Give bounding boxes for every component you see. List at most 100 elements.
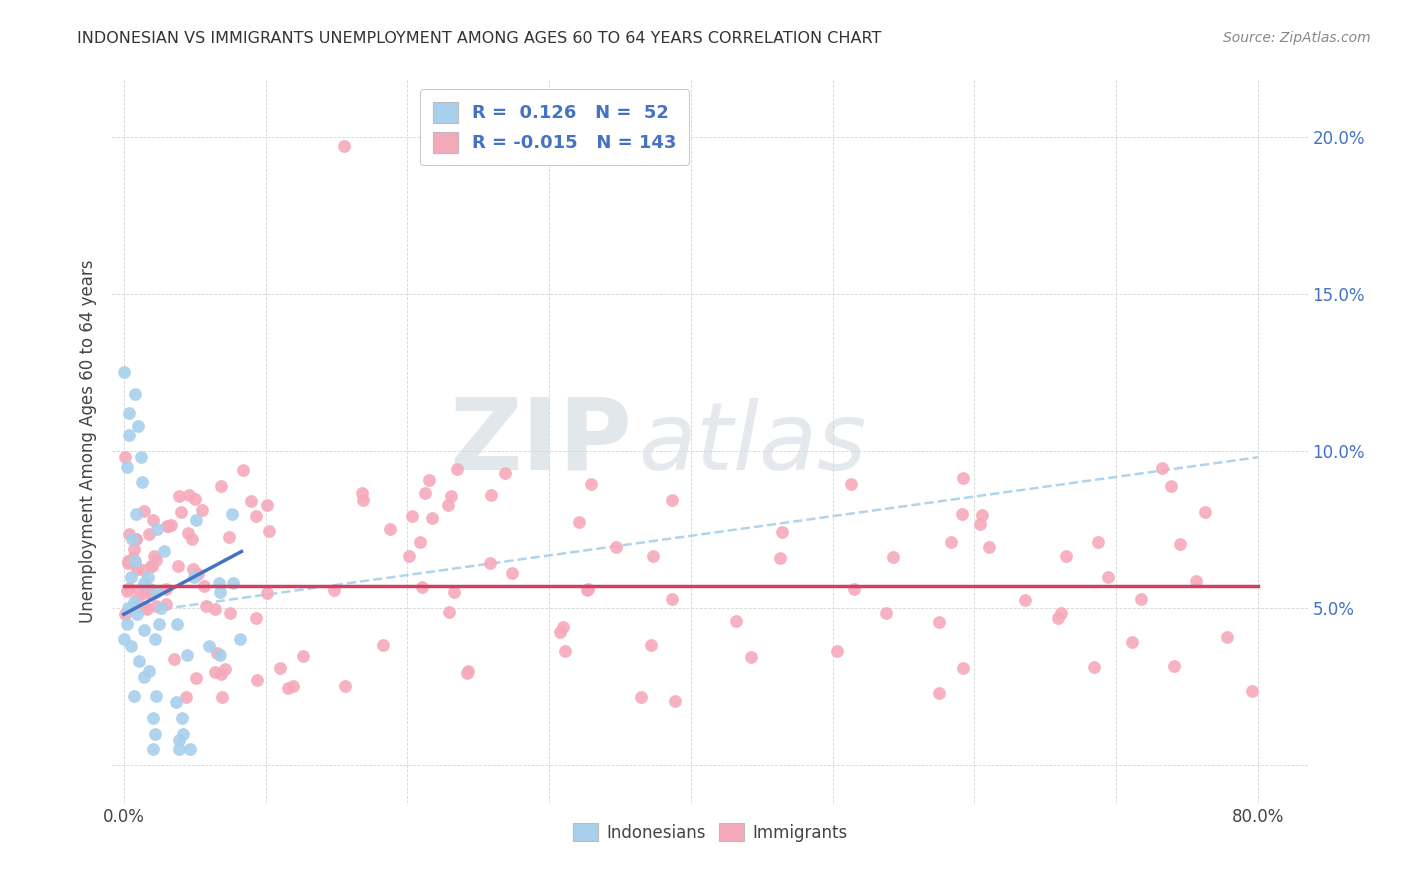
Point — [169, 489, 191, 503]
Point — [166, 616, 188, 631]
Text: Source: ZipAtlas.com: Source: ZipAtlas.com — [1223, 31, 1371, 45]
Point — [179, 488, 201, 502]
Point — [209, 667, 232, 681]
Point — [134, 504, 156, 518]
Point — [554, 644, 576, 658]
Point — [120, 639, 142, 653]
Point — [245, 611, 267, 625]
Point — [218, 606, 240, 620]
Point — [204, 602, 226, 616]
Point — [928, 615, 950, 629]
Point — [184, 513, 207, 527]
Point — [124, 554, 146, 568]
Point — [769, 551, 792, 566]
Point — [373, 639, 395, 653]
Point — [117, 554, 139, 568]
Point — [172, 711, 194, 725]
Point — [664, 694, 686, 708]
Point — [770, 525, 793, 540]
Point — [181, 561, 204, 575]
Point — [129, 450, 152, 465]
Point — [141, 587, 163, 601]
Point — [145, 523, 167, 537]
Point — [184, 671, 207, 685]
Point — [950, 507, 973, 521]
Point — [139, 582, 162, 597]
Point — [246, 673, 269, 688]
Point — [208, 575, 231, 590]
Point — [1121, 635, 1143, 649]
Point — [128, 582, 150, 597]
Point — [269, 661, 291, 675]
Point — [972, 508, 994, 522]
Point — [134, 599, 156, 614]
Point — [457, 664, 479, 678]
Point — [1241, 684, 1264, 698]
Point — [124, 387, 146, 401]
Point — [479, 487, 502, 501]
Point — [640, 638, 662, 652]
Point — [214, 662, 236, 676]
Point — [180, 533, 202, 547]
Point — [229, 632, 252, 647]
Point — [1150, 461, 1173, 475]
Point — [143, 727, 166, 741]
Point — [122, 689, 145, 703]
Point — [323, 583, 346, 598]
Point — [195, 599, 218, 614]
Point — [1168, 537, 1191, 551]
Point — [740, 650, 762, 665]
Point — [398, 549, 420, 563]
Point — [156, 518, 179, 533]
Point — [159, 518, 181, 533]
Point — [440, 489, 463, 503]
Point — [143, 632, 166, 647]
Point — [138, 527, 160, 541]
Point — [132, 586, 155, 600]
Point — [183, 491, 205, 506]
Point — [132, 623, 155, 637]
Point — [193, 579, 215, 593]
Point — [183, 569, 205, 583]
Point — [1083, 660, 1105, 674]
Point — [190, 503, 212, 517]
Point — [211, 690, 233, 705]
Point — [281, 679, 304, 693]
Point — [125, 533, 148, 547]
Point — [125, 562, 148, 576]
Point — [875, 606, 897, 620]
Point — [118, 428, 141, 442]
Point — [418, 473, 440, 487]
Point — [148, 616, 170, 631]
Point — [145, 689, 167, 703]
Point — [1194, 506, 1216, 520]
Point — [170, 504, 193, 518]
Point — [117, 556, 139, 570]
Point — [134, 670, 156, 684]
Point — [501, 566, 523, 580]
Text: INDONESIAN VS IMMIGRANTS UNEMPLOYMENT AMONG AGES 60 TO 64 YEARS CORRELATION CHAR: INDONESIAN VS IMMIGRANTS UNEMPLOYMENT AM… — [77, 31, 882, 46]
Point — [128, 655, 150, 669]
Point — [208, 648, 231, 662]
Point — [222, 575, 245, 590]
Point — [437, 498, 460, 512]
Point — [352, 486, 374, 500]
Point — [207, 646, 229, 660]
Point — [142, 512, 165, 526]
Point — [232, 463, 254, 477]
Point — [332, 139, 354, 153]
Point — [221, 507, 243, 521]
Point — [176, 690, 198, 704]
Point — [575, 582, 598, 597]
Point — [456, 665, 478, 680]
Point — [142, 711, 165, 725]
Point — [952, 660, 974, 674]
Point — [135, 601, 157, 615]
Point — [630, 690, 652, 704]
Point — [167, 733, 190, 747]
Point — [165, 695, 187, 709]
Text: ZIP: ZIP — [450, 393, 633, 490]
Point — [420, 511, 443, 525]
Point — [145, 585, 167, 599]
Point — [122, 551, 145, 566]
